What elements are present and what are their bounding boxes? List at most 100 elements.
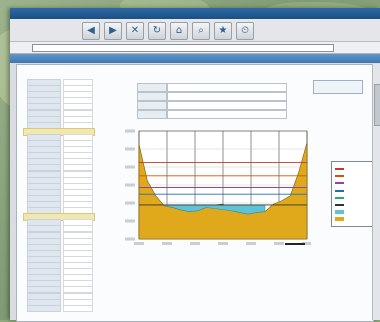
legend-item — [335, 209, 375, 215]
panel-row — [23, 146, 93, 154]
panel-row — [23, 249, 93, 257]
vertical-scrollbar[interactable] — [372, 64, 380, 320]
panel-row — [23, 85, 93, 93]
info-value — [167, 92, 287, 101]
panel-row — [23, 262, 93, 269]
link-bar — [10, 54, 380, 63]
favorites-icon[interactable]: ★ — [214, 22, 232, 40]
panel-row — [23, 91, 93, 99]
legend-item — [335, 195, 375, 201]
panel-row — [23, 188, 93, 196]
page-content — [16, 64, 379, 322]
panel-row — [23, 237, 93, 245]
panel-row — [23, 286, 93, 294]
panel-row — [23, 201, 93, 208]
y-tick-label — [125, 183, 135, 187]
stop-icon[interactable]: ✕ — [126, 22, 144, 40]
scrollbar-thumb[interactable] — [374, 84, 380, 126]
x-tick-label — [274, 242, 284, 245]
legend-label — [346, 166, 374, 171]
water-area — [163, 204, 266, 215]
info-table — [137, 83, 287, 123]
x-tick-label — [134, 242, 144, 245]
scale-bar — [285, 243, 305, 245]
legend-item — [335, 188, 375, 194]
y-tick-label — [125, 201, 135, 205]
legend-label — [346, 195, 374, 200]
back-icon[interactable]: ◀ — [82, 22, 100, 40]
legend-item — [335, 180, 375, 186]
legend-label — [346, 180, 374, 185]
legend-label — [346, 188, 374, 193]
x-tick-label — [190, 242, 200, 245]
info-key — [137, 110, 167, 119]
panel-row — [23, 133, 93, 141]
browser-window: ◀ ▶ ✕ ↻ ⌂ ⌕ ★ ⏲ — [10, 8, 380, 322]
search-icon[interactable]: ⌕ — [192, 22, 210, 40]
panel-row — [23, 231, 93, 239]
panel-row — [23, 97, 93, 105]
panel-row — [23, 164, 93, 172]
legend-label — [346, 216, 374, 221]
panel-row — [23, 255, 93, 263]
info-row — [137, 83, 287, 92]
x-tick-label — [162, 242, 172, 245]
history-icon[interactable]: ⏲ — [236, 22, 254, 40]
toolbar: ◀ ▶ ✕ ↻ ⌂ ⌕ ★ ⏲ — [10, 19, 380, 42]
panel-row — [23, 121, 93, 129]
info-key — [137, 92, 167, 101]
legend-swatch — [335, 182, 344, 185]
panel-row — [23, 158, 93, 166]
home-icon[interactable]: ⌂ — [170, 22, 188, 40]
legend-item — [335, 166, 375, 172]
y-tick-label — [125, 237, 135, 241]
panel-row — [23, 268, 93, 276]
info-key — [137, 83, 167, 92]
panel-row — [23, 176, 93, 184]
x-tick-label — [218, 242, 228, 245]
panel-row — [23, 219, 93, 227]
panel-row-label — [27, 304, 61, 312]
info-value — [167, 83, 287, 92]
info-row — [137, 110, 287, 119]
refresh-icon[interactable]: ↻ — [148, 22, 166, 40]
panel-row — [23, 280, 93, 288]
info-key — [137, 101, 167, 110]
panel-row — [23, 79, 93, 86]
x-tick-label — [302, 242, 311, 245]
y-tick-label — [125, 129, 135, 133]
y-tick-label — [125, 219, 135, 223]
info-value — [167, 101, 287, 110]
window-titlebar[interactable] — [10, 8, 380, 19]
note-box — [313, 80, 363, 94]
cross-section-chart — [125, 129, 311, 245]
legend-label — [346, 173, 374, 178]
panel-row — [23, 225, 93, 233]
panel-row — [23, 115, 93, 123]
legend-swatch — [335, 210, 344, 215]
legend-swatch — [335, 168, 344, 170]
left-data-panel — [23, 79, 95, 315]
address-input[interactable] — [32, 44, 334, 52]
legend-item — [335, 173, 375, 179]
info-value — [167, 110, 287, 119]
panel-row — [23, 182, 93, 190]
y-tick-label — [125, 165, 135, 169]
legend-label — [346, 202, 374, 207]
panel-row — [23, 304, 93, 312]
panel-row — [23, 274, 93, 282]
panel-row — [23, 194, 93, 202]
legend-swatch — [335, 189, 344, 192]
panel-row — [23, 109, 93, 117]
panel-row-value — [63, 304, 93, 312]
panel-row — [23, 152, 93, 160]
legend-swatch — [335, 196, 344, 199]
legend-swatch — [335, 217, 344, 222]
panel-row — [23, 140, 93, 147]
legend-item — [335, 202, 375, 208]
panel-row — [23, 292, 93, 300]
y-tick-label — [125, 147, 135, 151]
legend-swatch — [335, 175, 344, 178]
forward-icon[interactable]: ▶ — [104, 22, 122, 40]
panel-row — [23, 103, 93, 111]
